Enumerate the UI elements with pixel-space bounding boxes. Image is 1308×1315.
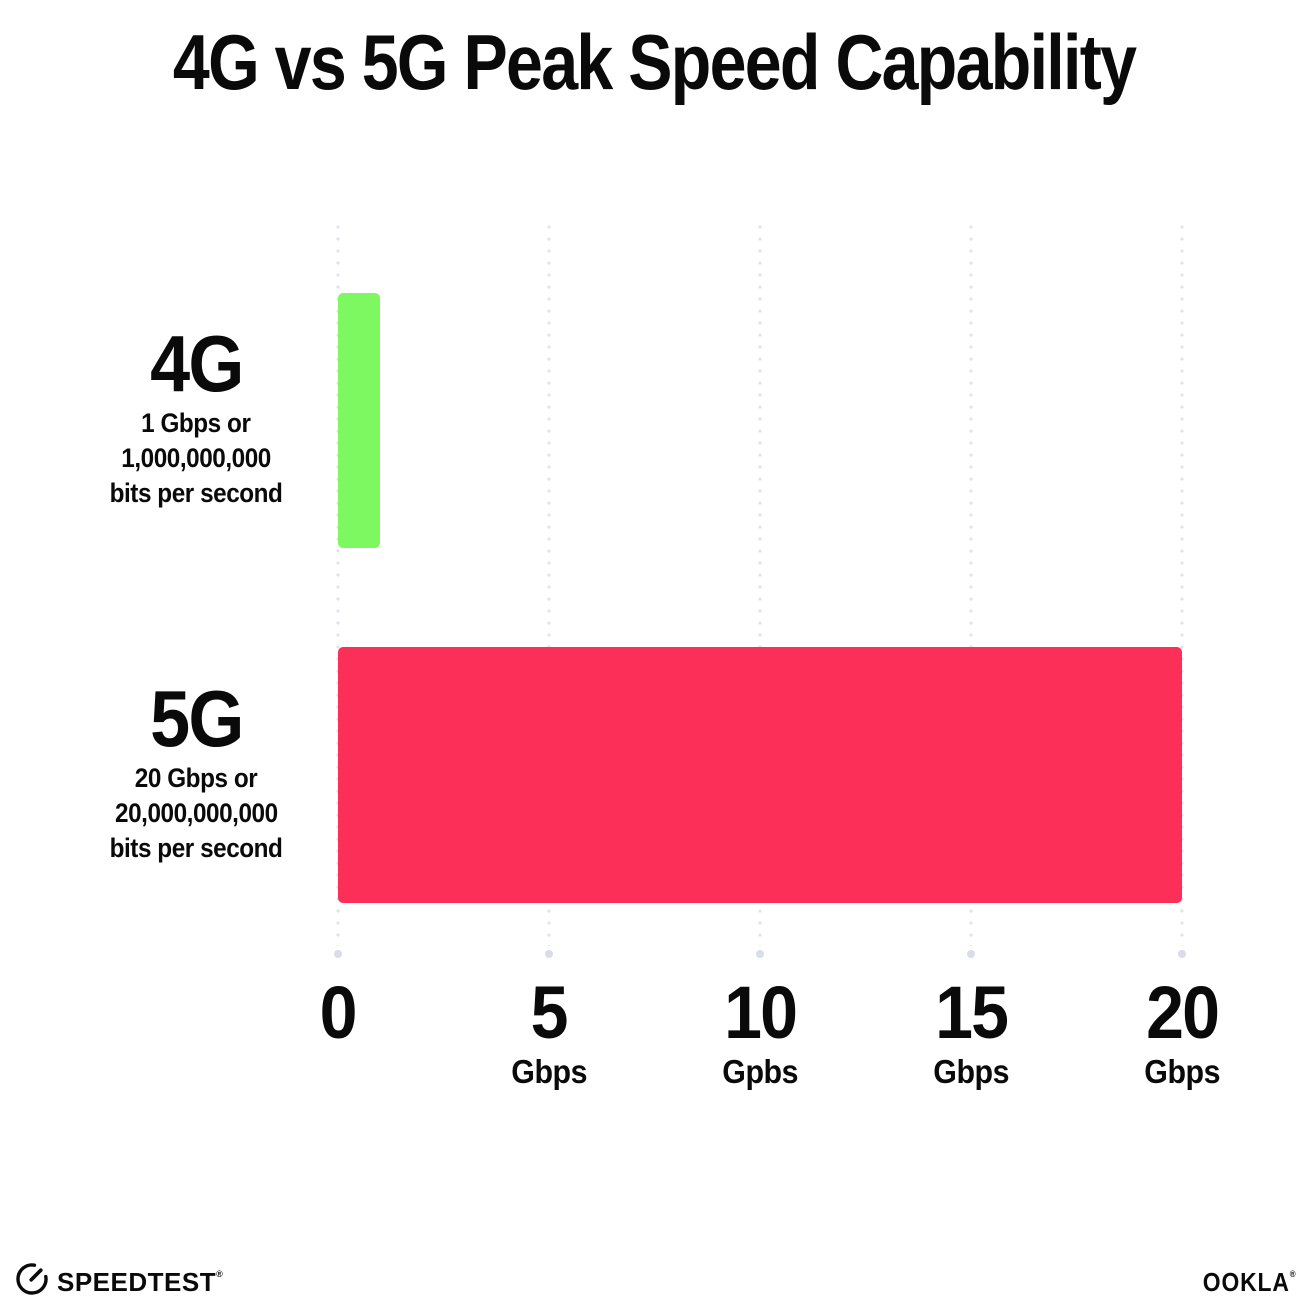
x-tick-10: 10 Gpbs [722, 971, 798, 1091]
gridline-end-dot [545, 950, 553, 958]
ookla-logo: OOKLA® [1190, 1258, 1297, 1298]
gridline-end-dot [334, 950, 342, 958]
gridline-10 [758, 222, 762, 946]
speedtest-gauge-icon [14, 1260, 50, 1296]
category-label-4g-title: 4G [149, 319, 244, 408]
chart-title-text: 4G vs 5G Peak Speed Capability [172, 18, 1137, 106]
ookla-trademark: ® [1290, 1269, 1297, 1279]
category-label-4g-subtitle: 1 Gbps or 1,000,000,000 bits per second [109, 408, 283, 508]
gridline-5 [547, 222, 551, 946]
ookla-wordmark: OOKLA® [1203, 1267, 1297, 1297]
chart-title: 4G vs 5G Peak Speed Capability [0, 18, 1308, 106]
x-tick-0: 0 [319, 971, 358, 1054]
gridline-15 [969, 222, 973, 946]
x-tick-15: 15 Gbps [933, 971, 1009, 1091]
gridline-0 [336, 222, 340, 946]
bar-5g [338, 647, 1182, 903]
speedtest-logo: SPEEDTEST® [14, 1256, 223, 1300]
speedtest-wordmark: SPEEDTEST® [57, 1267, 224, 1297]
category-label-5g-subtitle: 20 Gbps or 20,000,000,000 bits per secon… [109, 763, 283, 863]
speedtest-trademark: ® [216, 1269, 224, 1279]
gridline-end-dot [756, 950, 764, 958]
bar-4g [338, 293, 380, 548]
gridline-20 [1180, 222, 1184, 946]
gridline-end-dot [1178, 950, 1186, 958]
x-tick-5: 5 Gbps [511, 971, 587, 1091]
category-label-4g: 4G 1 Gbps or 1,000,000,000 bits per seco… [18, 322, 374, 511]
category-label-5g: 5G 20 Gbps or 20,000,000,000 bits per se… [18, 677, 374, 866]
category-label-5g-title: 5G [149, 674, 244, 763]
gridline-end-dot [967, 950, 975, 958]
x-tick-20: 20 Gbps [1144, 971, 1220, 1091]
